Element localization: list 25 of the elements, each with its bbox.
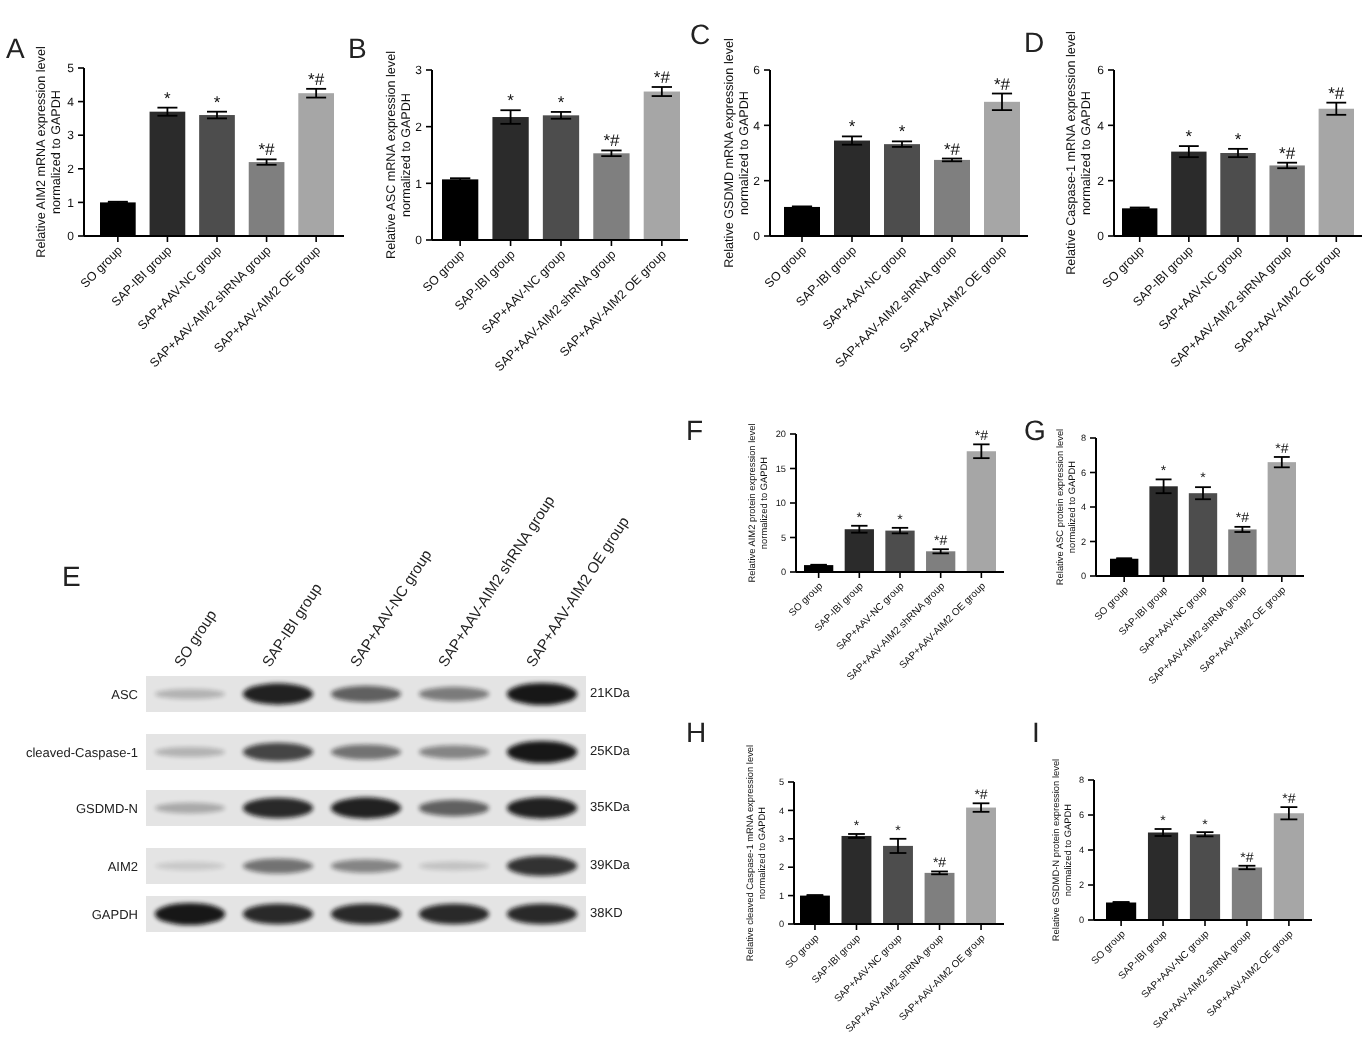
- annotation: *: [1234, 128, 1243, 149]
- annotation: *#: [653, 67, 671, 87]
- annotation: *#: [1328, 82, 1345, 103]
- chart-title: G: [1024, 414, 1046, 446]
- chart-title: D: [1024, 26, 1045, 58]
- annotation: *#: [993, 73, 1011, 94]
- chart-title: A: [6, 32, 26, 64]
- annotation: *#: [258, 139, 276, 160]
- chart-title: F: [686, 414, 704, 446]
- chart-title: I: [1032, 716, 1040, 748]
- chart-title: B: [348, 32, 367, 64]
- annotation: *#: [943, 138, 961, 159]
- annotation: *: [507, 90, 516, 111]
- annotation: *: [848, 116, 857, 137]
- text: E: [62, 560, 81, 592]
- annotation: *: [164, 87, 173, 108]
- annotation: *: [1185, 126, 1194, 147]
- annotation: *#: [1279, 142, 1296, 163]
- annotation: *: [557, 91, 566, 112]
- annotation: *#: [603, 130, 620, 151]
- annotation: *: [213, 91, 222, 112]
- chart-title: H: [686, 716, 707, 748]
- annotation: *: [898, 121, 907, 142]
- chart-title: C: [690, 18, 711, 50]
- annotation: *#: [308, 68, 325, 89]
